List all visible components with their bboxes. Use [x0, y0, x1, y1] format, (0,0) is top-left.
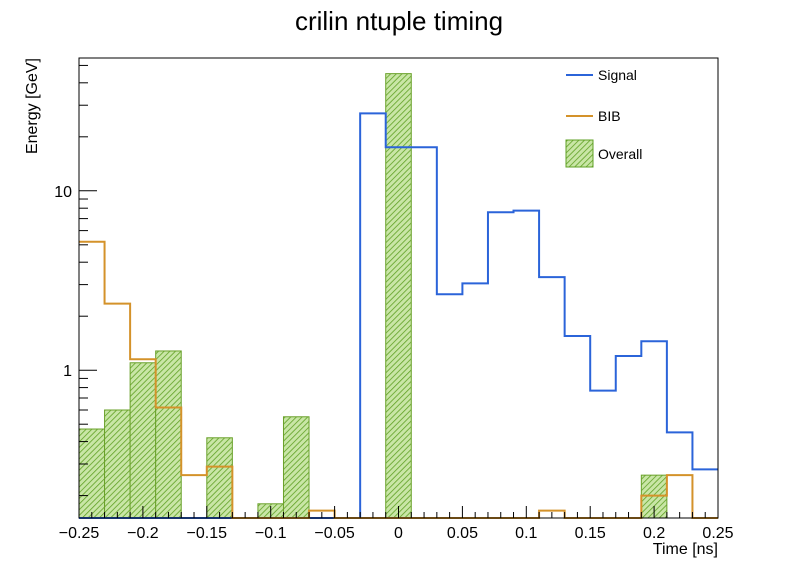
x-tick-label: −0.05	[314, 525, 355, 542]
x-tick-label: 0	[394, 525, 403, 542]
x-tick-label: −0.1	[255, 525, 287, 542]
x-tick-label: 0.1	[515, 525, 537, 542]
y-axis: 1 10	[54, 64, 97, 497]
chart-title: crilin ntuple timing	[295, 6, 503, 36]
x-axis-label: Time [ns]	[653, 541, 718, 558]
x-tick-label: 0.2	[643, 525, 665, 542]
legend-signal-label: Signal	[598, 67, 637, 83]
overall-bar	[282, 416, 310, 519]
x-tick-label: 0.15	[575, 525, 606, 542]
x-tick-label: 0.25	[702, 525, 733, 542]
overall-bar	[129, 362, 157, 519]
x-axis: −0.25 −0.2 −0.15 −0.1 −0.05 0 0.05 0.1 0.15 0.2 0.…	[59, 506, 734, 542]
x-tick-label: −0.15	[187, 525, 228, 542]
y-tick-label: 10	[54, 184, 72, 201]
legend-bib-label: BIB	[598, 108, 621, 124]
legend-overall-swatch	[565, 139, 594, 168]
y-tick-label: 1	[63, 363, 72, 380]
overall-bar	[385, 73, 412, 519]
x-tick-label: −0.25	[59, 525, 100, 542]
overall-bar	[206, 437, 233, 519]
y-axis-label: Energy [GeV]	[24, 58, 41, 154]
x-tick-label: 0.05	[447, 525, 478, 542]
overall-bar	[155, 350, 182, 519]
x-tick-label: −0.2	[127, 525, 159, 542]
overall-bar	[78, 428, 106, 519]
legend-overall-label: Overall	[598, 146, 642, 162]
legend: Signal BIB Overall	[565, 67, 642, 168]
overall-bar	[104, 409, 131, 519]
